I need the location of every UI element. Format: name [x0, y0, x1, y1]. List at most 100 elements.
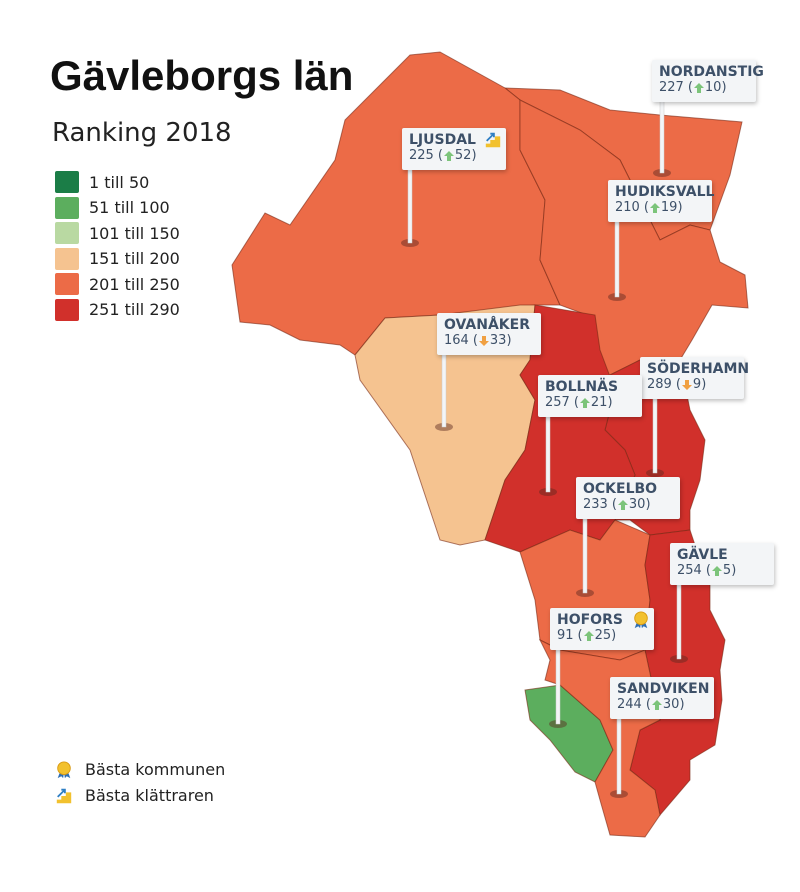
rank-line: 254 5: [677, 563, 767, 578]
change-value: 52: [454, 148, 472, 163]
rank-line: 257 21: [545, 395, 635, 410]
legend-label: 101 till 150: [89, 223, 180, 243]
legend-item: 1 till 50: [55, 171, 149, 193]
arrow: [486, 132, 495, 142]
legend-swatch: [55, 222, 79, 244]
badge-label: Bästa klättraren: [85, 786, 214, 805]
change: 19: [644, 200, 683, 215]
change: 5: [706, 563, 736, 578]
legend-swatch: [55, 196, 79, 219]
municipality-name: OCKELBO: [583, 481, 658, 497]
change-value: 5: [722, 563, 732, 578]
steps: [56, 791, 72, 803]
arrow-shape: [693, 82, 704, 93]
pin-stick: [652, 396, 658, 474]
medal: [57, 760, 71, 775]
rank: 210: [615, 200, 640, 215]
change: 21: [574, 395, 613, 410]
change-value: 33: [489, 333, 507, 348]
direction-arrow: [651, 699, 662, 710]
municipality-name: SÖDERHAMN: [647, 361, 750, 377]
legend-label: 201 till 250: [89, 274, 180, 294]
pin-stick: [441, 352, 447, 428]
change-value: 30: [628, 497, 646, 512]
direction-arrow: [681, 379, 692, 390]
legend-swatch: [55, 247, 79, 270]
change: 10: [688, 80, 727, 95]
municipality-name: GÄVLE: [677, 547, 728, 563]
change: 33: [473, 333, 512, 348]
rank: 244: [617, 697, 642, 712]
direction-arrow: [693, 82, 704, 93]
legend-item: 51 till 100: [55, 196, 170, 219]
rank: 164: [444, 333, 469, 348]
arrow-shape: [649, 202, 660, 213]
municipality-area: [519, 99, 749, 381]
rank: 227: [659, 80, 684, 95]
pin-stick: [555, 647, 561, 725]
direction-arrow: [617, 499, 628, 510]
arrow-shape: [617, 499, 628, 510]
municipality-name: HOFORS: [557, 612, 623, 628]
municipality-name: SANDVIKEN: [617, 681, 710, 697]
badge-label: Bästa kommunen: [85, 760, 226, 779]
municipality-name: BOLLNÄS: [545, 379, 619, 395]
legend-item: 251 till 290: [55, 298, 180, 321]
rank: 225: [409, 148, 434, 163]
title: Gävleborgs län: [50, 52, 354, 99]
legend-label: 251 till 290: [89, 300, 180, 319]
best-icon: [57, 760, 71, 778]
direction-arrow: [711, 565, 722, 576]
rank-line: 233 30: [583, 497, 673, 512]
direction-arrow: [478, 335, 489, 346]
climber-icon: [56, 788, 72, 803]
medal: [634, 611, 648, 625]
pin-stick: [676, 582, 682, 660]
rank-line: 225 52: [409, 148, 499, 163]
municipality-name: HUDIKSVALL: [615, 184, 715, 200]
change: 30: [612, 497, 651, 512]
legend-swatch: [55, 171, 79, 193]
pin-stick: [614, 219, 620, 298]
legend-item: 101 till 150: [55, 222, 180, 244]
arrow-shape: [579, 397, 590, 408]
municipality-name: NORDANSTIG: [659, 64, 764, 80]
best-icon: [634, 611, 648, 629]
badge-note: Bästa kommunen: [55, 760, 225, 779]
direction-arrow: [649, 202, 660, 213]
rank-line: 244 30: [617, 697, 707, 712]
subtitle: Ranking 2018: [52, 118, 232, 148]
rank-line: 289 9: [647, 377, 737, 392]
legend-item: 201 till 250: [55, 273, 180, 295]
change-value: 10: [704, 80, 722, 95]
arrow-shape: [711, 565, 722, 576]
change: 52: [438, 148, 477, 163]
pin-stick: [659, 99, 665, 174]
arrow-shape: [651, 699, 662, 710]
change-value: 30: [662, 697, 680, 712]
rank: 254: [677, 563, 702, 578]
pin-stick: [545, 414, 551, 493]
arrow-shape: [443, 150, 454, 161]
pin-stick: [582, 516, 588, 594]
pin-stick: [407, 167, 413, 244]
rank-line: 164 33: [444, 333, 534, 348]
change-value: 19: [660, 200, 678, 215]
change: 25: [578, 628, 617, 643]
municipality-name: LJUSDAL: [409, 132, 476, 148]
change: 30: [646, 697, 685, 712]
legend-swatch: [55, 273, 79, 295]
legend-label: 151 till 200: [89, 249, 180, 268]
direction-arrow: [583, 630, 594, 641]
arrow-shape: [681, 379, 692, 390]
steps: [485, 136, 501, 148]
rank-line: 227 10: [659, 80, 749, 95]
